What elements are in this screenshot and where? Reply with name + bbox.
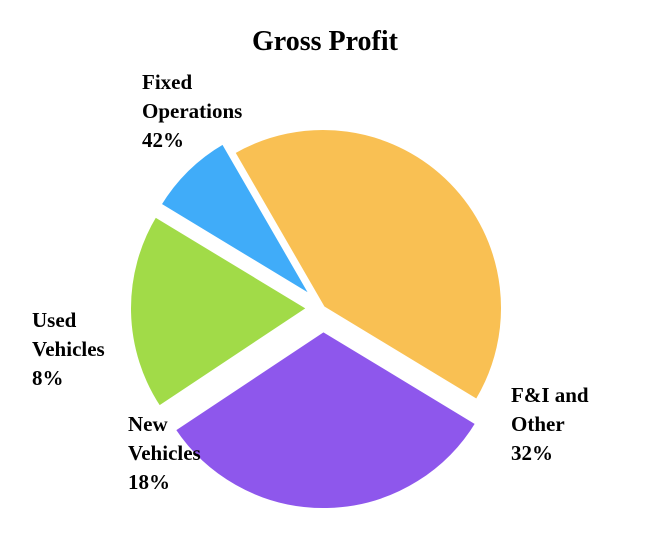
pie-slice-f-i-and-other (170, 327, 481, 512)
label-line: 18% (128, 470, 170, 494)
label-line: 42% (142, 128, 184, 152)
label-line: Other (511, 412, 565, 436)
label-new-vehicles: New Vehicles 18% (128, 410, 201, 497)
label-fixed-operations: Fixed Operations 42% (142, 68, 242, 155)
pie-slice-new-vehicles (127, 212, 313, 411)
label-line: 8% (32, 366, 64, 390)
label-line: Fixed (142, 70, 193, 94)
label-used-vehicles: Used Vehicles 8% (32, 306, 105, 393)
label-line: Used (32, 308, 77, 332)
label-line: 32% (511, 441, 553, 465)
pie-slice-used-vehicles (156, 139, 315, 300)
label-line: New (128, 412, 168, 436)
pie-slice-fixed-operations (230, 126, 505, 404)
chart-title: Gross Profit (252, 26, 398, 57)
label-line: Vehicles (32, 337, 105, 361)
label-line: Vehicles (128, 441, 201, 465)
label-line: Operations (142, 99, 243, 123)
label-fi-and-other: F&I and Other 32% (511, 381, 589, 468)
label-line: F&I and (511, 383, 589, 407)
